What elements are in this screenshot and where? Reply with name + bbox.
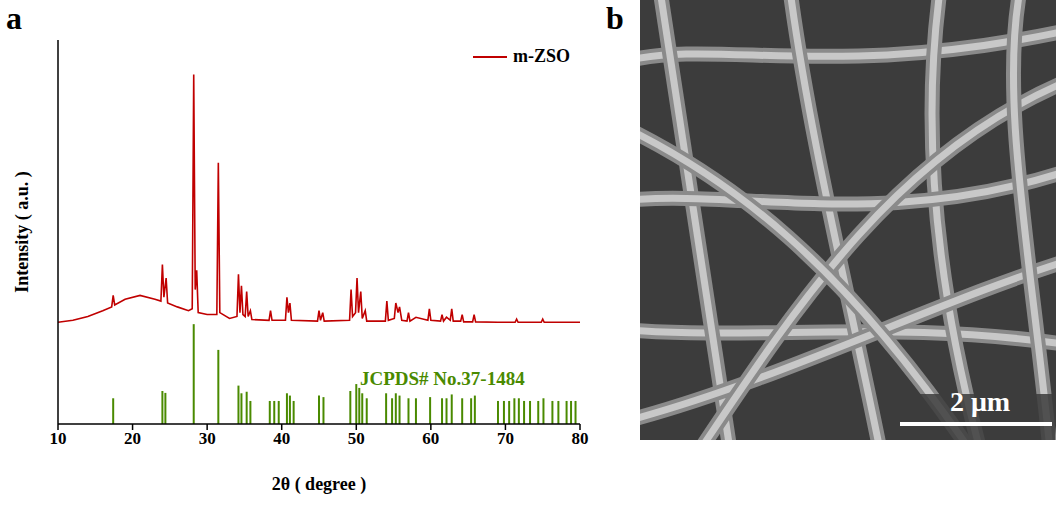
svg-text:2θ ( degree ): 2θ ( degree ) bbox=[272, 474, 367, 495]
svg-text:70: 70 bbox=[497, 429, 514, 448]
svg-text:60: 60 bbox=[422, 429, 439, 448]
svg-text:10: 10 bbox=[50, 429, 67, 448]
html-text:m-ZSO: m-ZSO bbox=[513, 46, 570, 66]
svg-text:50: 50 bbox=[348, 429, 365, 448]
html-text:a: a bbox=[6, 0, 22, 36]
svg-text:30: 30 bbox=[199, 429, 216, 448]
svg-text:40: 40 bbox=[273, 429, 290, 448]
html-text:2 μm: 2 μm bbox=[949, 386, 1011, 417]
svg-text:Intensity ( a.u. ): Intensity ( a.u. ) bbox=[12, 171, 33, 293]
html-text:JCPDS# No.37-1484: JCPDS# No.37-1484 bbox=[360, 368, 525, 389]
svg-text:20: 20 bbox=[124, 429, 141, 448]
html-text:b: b bbox=[606, 0, 624, 36]
svg-text:80: 80 bbox=[572, 429, 589, 448]
